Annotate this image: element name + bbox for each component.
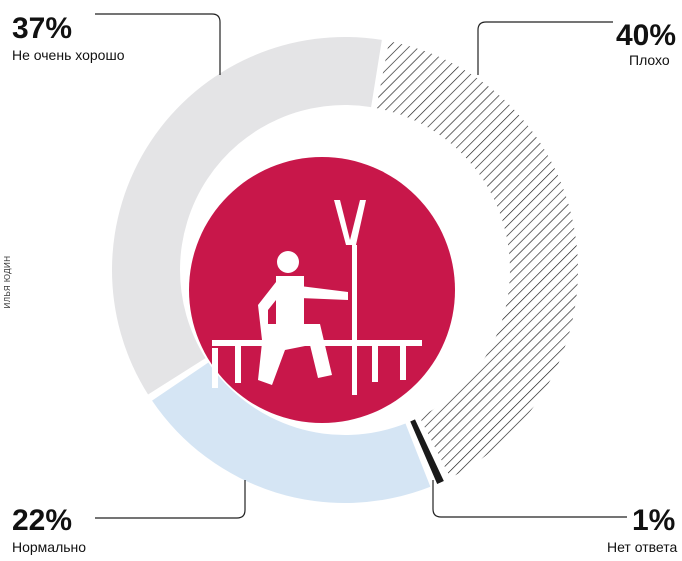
value-label: 1% <box>632 504 675 537</box>
category-label: Нормально <box>12 539 86 555</box>
value-label: 37% <box>12 12 72 45</box>
donut <box>111 37 578 503</box>
wedge <box>376 41 578 478</box>
wedge <box>410 419 444 484</box>
value-label: 22% <box>12 504 72 537</box>
category-label: Нет ответа <box>607 539 677 555</box>
wedge <box>111 37 382 395</box>
illustration <box>212 200 422 395</box>
leader-line <box>432 480 627 518</box>
wedge <box>152 362 431 503</box>
category-label: Плохо <box>629 52 670 68</box>
credit: ИЛЬЯ ЮДИН <box>3 255 12 308</box>
value-label: 40% <box>616 19 676 52</box>
leader-line <box>477 21 613 75</box>
category-label: Не очень хорошо <box>12 47 125 63</box>
leader-line <box>95 480 246 519</box>
leader-line <box>95 13 221 75</box>
